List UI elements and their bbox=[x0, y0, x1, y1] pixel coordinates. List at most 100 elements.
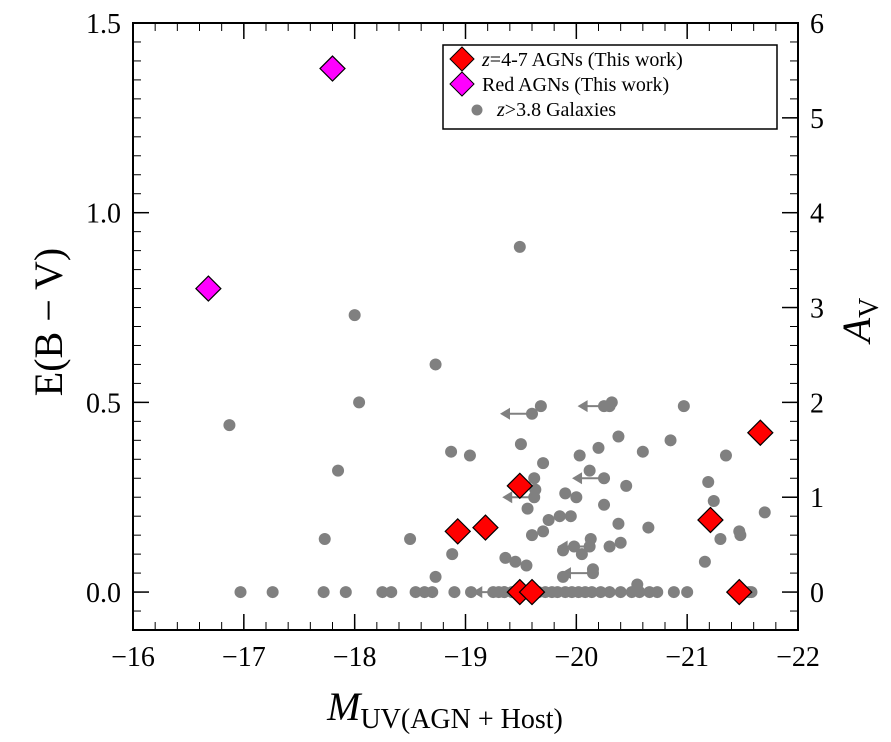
axis-ticks bbox=[132, 22, 799, 630]
galaxy-point bbox=[667, 586, 680, 599]
galaxy-upper-limit bbox=[557, 540, 596, 553]
upper-limit-arrow-head bbox=[577, 400, 588, 413]
galaxy-point bbox=[446, 548, 459, 561]
galaxy-point bbox=[514, 438, 527, 451]
legend-box bbox=[442, 44, 778, 130]
galaxy-point bbox=[758, 506, 771, 519]
galaxy-point bbox=[651, 586, 664, 599]
galaxy-upper-limit bbox=[560, 567, 599, 580]
galaxy-point bbox=[603, 540, 616, 553]
agn-point bbox=[746, 419, 774, 447]
legend-entry-red-agn: Red AGNs (This work) bbox=[449, 71, 669, 97]
y-tick-label: 0.5 bbox=[86, 388, 121, 419]
galaxy-point bbox=[583, 464, 596, 477]
galaxy-point bbox=[707, 495, 720, 508]
upper-limit-arrow-head bbox=[472, 586, 483, 599]
x-tick-label: −16 bbox=[111, 642, 155, 673]
x-tick-label: −22 bbox=[776, 642, 820, 673]
x-tick-label: −17 bbox=[222, 642, 266, 673]
x-tick-label: −21 bbox=[665, 642, 709, 673]
galaxy-upper-limit bbox=[572, 472, 611, 485]
y2-tick-label: 5 bbox=[810, 104, 824, 135]
galaxy-point bbox=[318, 532, 331, 545]
galaxy-point bbox=[664, 434, 677, 447]
galaxy-point bbox=[526, 529, 538, 542]
upper-limit-arrow-head bbox=[560, 567, 571, 580]
galaxy-point bbox=[509, 555, 522, 568]
agn-point bbox=[725, 578, 753, 606]
galaxy-point bbox=[376, 586, 389, 599]
x-tick-label: −18 bbox=[333, 642, 377, 673]
legend: z=4-7 AGNs (This work) Red AGNs (This wo… bbox=[442, 44, 778, 130]
upper-limit-arrow-head bbox=[502, 491, 513, 504]
y-axis-title: E(B − V) bbox=[26, 248, 71, 396]
legend-label-agn: z=4-7 AGNs (This work) bbox=[481, 49, 683, 71]
galaxy-point bbox=[570, 491, 583, 504]
galaxy-point bbox=[521, 502, 534, 515]
galaxy-point bbox=[499, 551, 512, 564]
galaxy-point bbox=[620, 479, 633, 492]
legend-entry-agn: z=4-7 AGNs (This work) bbox=[449, 46, 683, 72]
galaxy-point bbox=[642, 521, 655, 534]
galaxy-point bbox=[448, 586, 461, 599]
galaxy-point bbox=[553, 510, 566, 523]
galaxy-point bbox=[702, 476, 715, 489]
y2-tick-label: 2 bbox=[810, 388, 824, 419]
x-axis-title: MUV(AGN + Host) bbox=[326, 684, 563, 735]
y2-tick-label: 4 bbox=[810, 199, 824, 230]
galaxy-point bbox=[564, 510, 577, 523]
galaxy-point bbox=[317, 586, 330, 599]
y2-tick-label: 6 bbox=[810, 9, 824, 40]
galaxy-point bbox=[513, 240, 526, 253]
galaxy-point bbox=[614, 536, 627, 549]
upper-limit-arrow-head bbox=[557, 540, 568, 553]
galaxy-point bbox=[266, 586, 279, 599]
agn-point bbox=[697, 506, 724, 534]
galaxy-point bbox=[332, 464, 345, 477]
legend-marker-red-agn bbox=[449, 71, 475, 97]
galaxy-point bbox=[592, 441, 605, 454]
y-tick-label: 0.0 bbox=[86, 578, 121, 609]
galaxy-point bbox=[677, 400, 690, 413]
galaxy-point bbox=[681, 586, 694, 599]
galaxy-point bbox=[636, 445, 649, 458]
galaxy-upper-limit bbox=[472, 586, 511, 599]
galaxy-point bbox=[348, 309, 361, 322]
galaxy-point bbox=[714, 532, 727, 545]
agn-point bbox=[472, 514, 499, 541]
x-tick-label: −19 bbox=[444, 642, 488, 673]
y2-axis-title: AV bbox=[834, 298, 885, 346]
red-agn-point bbox=[319, 55, 346, 82]
galaxy-point bbox=[520, 559, 533, 572]
tick-labels: −16 −17 −18 −19 −20 −21 −22 0.0 0.5 1.0 1.5 0 1 2 3 4 5 6 bbox=[86, 9, 824, 673]
galaxy-point bbox=[734, 529, 747, 542]
red-agn-point bbox=[195, 275, 222, 302]
data-points bbox=[195, 55, 774, 606]
galaxy-point bbox=[429, 570, 442, 583]
legend-label-galaxies: z>3.8 Galaxies bbox=[496, 99, 616, 121]
y-tick-label: 1.0 bbox=[86, 199, 121, 230]
galaxy-upper-limit bbox=[500, 407, 538, 420]
legend-marker-agn bbox=[449, 46, 475, 72]
galaxy-point bbox=[339, 586, 352, 599]
galaxy-point bbox=[234, 586, 247, 599]
galaxy-point bbox=[719, 449, 732, 462]
galaxy-point bbox=[575, 548, 588, 561]
galaxy-point bbox=[612, 517, 625, 530]
y-tick-label: 1.5 bbox=[86, 9, 121, 40]
galaxy-point bbox=[598, 498, 611, 511]
galaxy-point bbox=[445, 445, 458, 458]
galaxy-point bbox=[465, 586, 478, 599]
galaxy-point bbox=[353, 396, 366, 409]
galaxy-upper-limit bbox=[577, 400, 616, 413]
agn-point bbox=[518, 578, 546, 606]
galaxy-upper-limit bbox=[599, 586, 638, 599]
y2-tick-label: 3 bbox=[810, 294, 824, 325]
galaxy-point bbox=[542, 513, 555, 526]
galaxy-point bbox=[426, 586, 439, 599]
galaxy-point bbox=[537, 525, 550, 538]
galaxy-point bbox=[698, 555, 711, 568]
galaxy-point bbox=[528, 472, 541, 485]
galaxy-point bbox=[429, 358, 442, 371]
